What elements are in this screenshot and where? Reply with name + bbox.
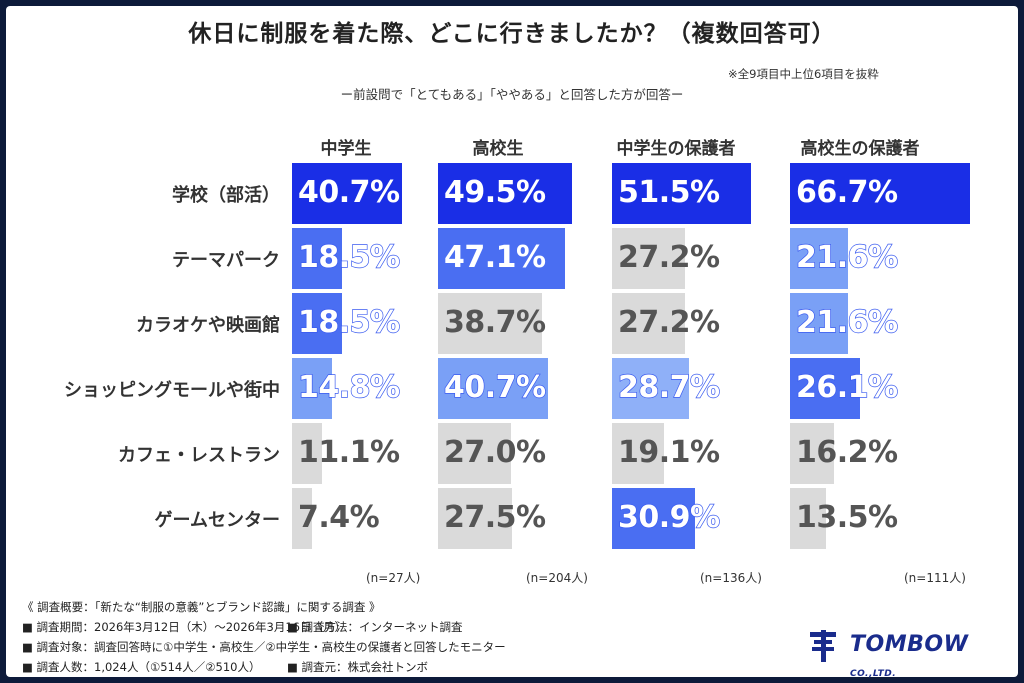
data-label: 11.1%: [298, 435, 400, 470]
sample-size-label: (n=204人): [526, 571, 588, 585]
data-label: 51.5%: [618, 175, 720, 210]
logo-text: TOMBOW CO.,LTD.: [850, 632, 969, 679]
data-label: 28.7%: [617, 369, 720, 405]
sample-size-label: (n=27人): [366, 571, 421, 585]
data-label: 49.5%: [444, 175, 546, 210]
bar: [438, 293, 543, 354]
bar: [292, 488, 312, 549]
data-label: 30.9%: [617, 499, 720, 535]
bar: [790, 488, 827, 549]
row-label: ショッピングモールや街中: [64, 380, 280, 401]
series-header: 高校生: [472, 139, 524, 159]
survey-count: ■ 調査人数：1,024人（①514人／②510人）: [22, 660, 261, 674]
bar: [292, 228, 342, 289]
data-label: 66.7%: [796, 175, 898, 210]
survey-source: ■ 調査元：株式会社トンボ: [287, 660, 429, 674]
bar: [790, 293, 849, 354]
row-label: カフェ・レストラン: [118, 445, 280, 466]
data-label: 27.5%: [444, 500, 546, 535]
data-label: 7.4%: [298, 500, 380, 535]
bar: [612, 358, 690, 419]
data-label: 47.1%: [444, 240, 546, 275]
bar: [292, 358, 332, 419]
bar: [612, 423, 664, 484]
bar: [292, 293, 342, 354]
data-label: 27.2%: [618, 240, 720, 275]
data-label: 16.2%: [796, 435, 898, 470]
series-header: 中学生の保護者: [616, 139, 736, 159]
survey-target: ■ 調査対象：調査回答時に①中学生・高校生／②中学生・高校生の保護者と回答したモ…: [22, 640, 506, 654]
bar: [292, 163, 402, 224]
series-header: 中学生: [320, 139, 372, 159]
bar: [292, 423, 322, 484]
bar: [438, 163, 572, 224]
survey-summary: 《 調査概要：「新たな“制服の意義”とブランド認識」に関する調査 》: [22, 600, 381, 614]
chart-title: 休日に制服を着た際、どこに行きましたか？（複数回答可）: [188, 21, 836, 47]
row-label: テーマパーク: [172, 250, 280, 271]
data-label: 21.6%: [795, 304, 898, 340]
data-label: 13.5%: [796, 500, 898, 535]
data-label: 27.2%: [618, 305, 720, 340]
data-label: 26.1%: [795, 369, 898, 405]
chart-subtitle: ー前設問で「とてもある」「ややある」と回答した方が回答ー: [340, 87, 684, 102]
survey-method: ■ 調査方法：インターネット調査: [287, 620, 463, 634]
row-label: カラオケや映画館: [136, 315, 280, 336]
data-label: 19.1%: [618, 435, 720, 470]
sample-size-label: (n=111人): [904, 571, 966, 585]
survey-period: ■ 調査期間：2026年3月12日（木）〜2026年3月16日（月）: [22, 620, 346, 634]
data-label: 14.8%: [297, 369, 400, 405]
bar: [612, 488, 696, 549]
top-note: ※全9項目中上位6項目を抜粋: [728, 67, 879, 81]
tombow-logo: TOMBOW CO.,LTD.: [806, 628, 986, 679]
data-label: 21.6%: [795, 239, 898, 275]
data-label: 38.7%: [444, 305, 546, 340]
data-label: 18.5%: [297, 239, 400, 275]
row-label: ゲームセンター: [154, 510, 280, 531]
bar: [790, 228, 849, 289]
bar: [790, 423, 834, 484]
data-label: 27.0%: [444, 435, 546, 470]
bar: [612, 293, 686, 354]
tombow-mark-icon: [810, 630, 836, 662]
bar: [612, 163, 752, 224]
bar: [790, 163, 971, 224]
bar: [438, 488, 513, 549]
sample-size-label: (n=136人): [700, 571, 762, 585]
bar: [438, 228, 566, 289]
bar: [438, 423, 511, 484]
data-label: 40.7%: [298, 175, 400, 210]
bar: [438, 358, 548, 419]
data-label: 40.7%: [443, 369, 546, 405]
series-header: 高校生の保護者: [800, 139, 920, 159]
data-label: 18.5%: [297, 304, 400, 340]
bar: [612, 228, 686, 289]
bar: [790, 358, 861, 419]
row-label: 学校（部活）: [172, 185, 280, 206]
